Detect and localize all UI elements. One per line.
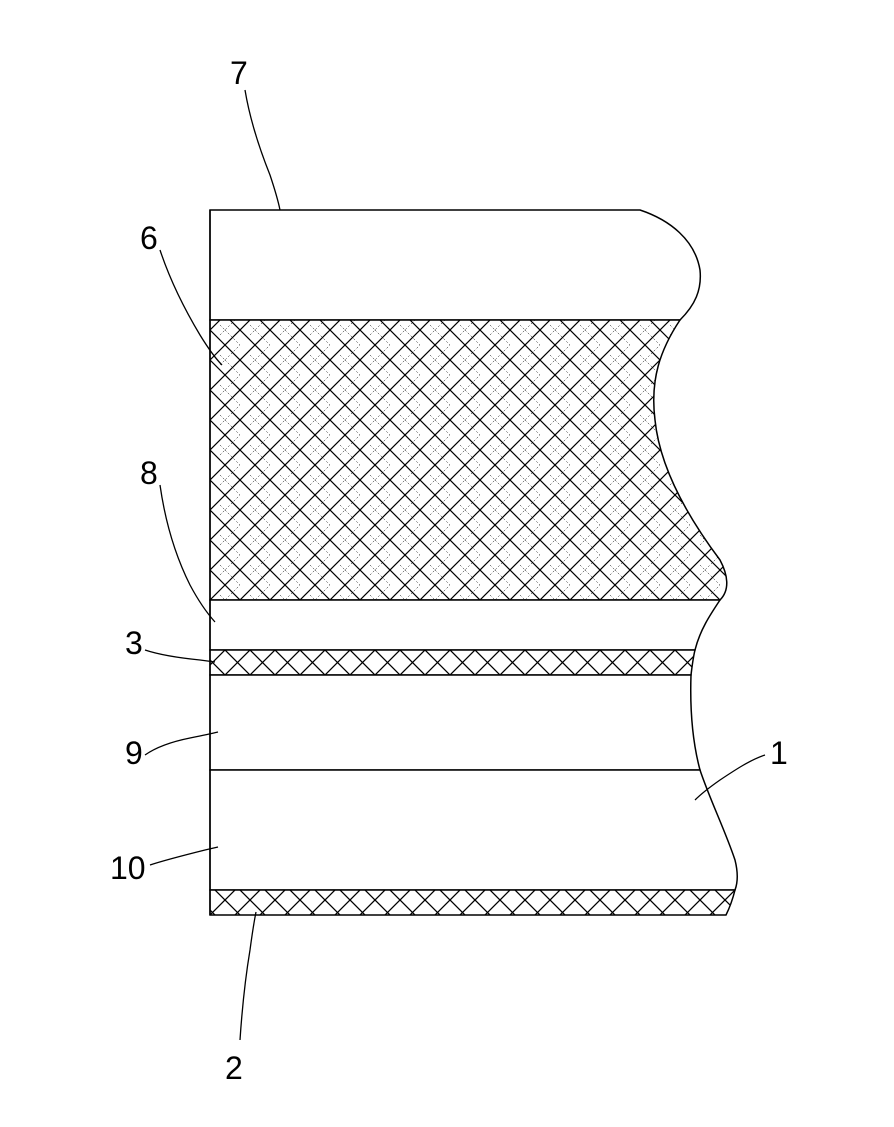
label-10: 10 — [110, 850, 146, 887]
leader-3 — [145, 650, 215, 662]
leader-2 — [240, 912, 256, 1040]
label-7: 7 — [230, 55, 248, 92]
label-1: 1 — [770, 735, 788, 772]
layer-9-region — [210, 675, 700, 770]
layer-7-region — [210, 210, 700, 320]
label-6: 6 — [140, 220, 158, 257]
leader-9 — [145, 732, 218, 755]
label-2: 2 — [225, 1050, 243, 1087]
label-9: 9 — [125, 735, 143, 772]
diagram-svg — [0, 0, 894, 1122]
leader-10 — [150, 847, 218, 865]
label-3: 3 — [125, 625, 143, 662]
layer-8-region — [210, 600, 720, 650]
layer-2-region — [210, 890, 735, 915]
label-8: 8 — [140, 455, 158, 492]
leader-7 — [245, 90, 280, 210]
layer-10-region — [210, 770, 737, 890]
layer-6-region — [210, 320, 727, 600]
cross-section-diagram: 7 6 8 3 9 1 10 2 — [0, 0, 894, 1122]
leader-8 — [160, 485, 215, 622]
layer-3-region — [210, 650, 695, 675]
